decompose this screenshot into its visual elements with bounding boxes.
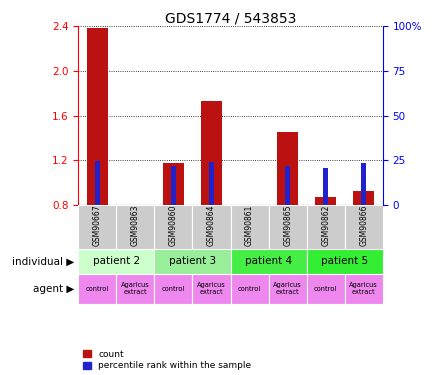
Bar [154, 205, 192, 249]
Text: control: control [161, 286, 184, 292]
Text: Agaricus
extract: Agaricus extract [121, 282, 149, 296]
Bar [208, 162, 214, 205]
Bar [284, 166, 289, 205]
Bar [95, 161, 100, 205]
Bar [268, 274, 306, 304]
Text: patient 2: patient 2 [92, 256, 140, 266]
Bar [154, 274, 192, 304]
Bar [78, 205, 116, 249]
Text: control: control [85, 286, 108, 292]
Bar [163, 163, 184, 205]
Text: GSM90667: GSM90667 [92, 204, 102, 246]
Bar [78, 274, 116, 304]
Bar [116, 205, 154, 249]
Text: agent ▶: agent ▶ [33, 284, 74, 294]
Text: GSM90862: GSM90862 [320, 205, 329, 246]
Bar [230, 249, 306, 274]
Bar [315, 197, 335, 205]
Bar [230, 274, 268, 304]
Text: GSM90866: GSM90866 [358, 204, 368, 246]
Legend: count, percentile rank within the sample: count, percentile rank within the sample [82, 350, 251, 370]
Bar [276, 132, 297, 205]
Text: patient 4: patient 4 [244, 256, 292, 266]
Text: control: control [313, 286, 336, 292]
Text: patient 3: patient 3 [168, 256, 216, 266]
Bar [87, 28, 108, 205]
Bar [322, 168, 328, 205]
Bar [230, 205, 268, 249]
Bar [306, 205, 344, 249]
Text: GSM90860: GSM90860 [168, 204, 178, 246]
Bar [201, 101, 221, 205]
Bar [344, 274, 382, 304]
Text: patient 5: patient 5 [320, 256, 368, 266]
Bar [352, 190, 373, 205]
Bar [192, 205, 230, 249]
Text: GSM90864: GSM90864 [207, 204, 216, 246]
Bar [171, 166, 176, 205]
Bar [78, 249, 154, 274]
Bar [306, 274, 344, 304]
Bar [344, 205, 382, 249]
Text: GSM90865: GSM90865 [283, 204, 292, 246]
Bar [360, 163, 365, 205]
Text: Agaricus
extract: Agaricus extract [349, 282, 377, 296]
Bar [306, 249, 382, 274]
Bar [116, 274, 154, 304]
Bar [268, 205, 306, 249]
Text: individual ▶: individual ▶ [12, 256, 74, 266]
Bar [192, 274, 230, 304]
Text: Agaricus
extract: Agaricus extract [273, 282, 301, 296]
Bar [154, 249, 230, 274]
Text: control: control [237, 286, 260, 292]
Text: GSM90861: GSM90861 [244, 205, 253, 246]
Text: Agaricus
extract: Agaricus extract [197, 282, 225, 296]
Text: GSM90863: GSM90863 [131, 204, 140, 246]
Title: GDS1774 / 543853: GDS1774 / 543853 [164, 11, 296, 25]
